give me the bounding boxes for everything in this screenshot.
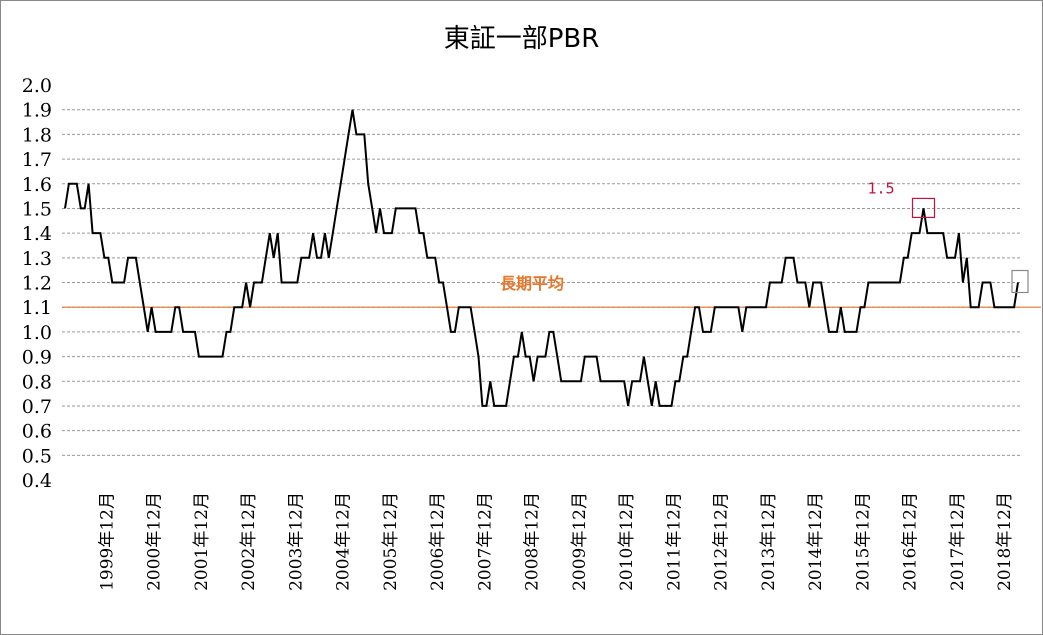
x-tick-label: 2004年12月: [334, 492, 354, 591]
x-tick-label: 2003年12月: [286, 492, 306, 591]
y-tick-label: 0.6: [22, 421, 52, 443]
x-tick-label: 2007年12月: [475, 492, 495, 591]
y-tick-label: 0.4: [22, 470, 52, 492]
x-tick-label: 2011年12月: [664, 492, 684, 591]
y-tick-label: 1.9: [22, 100, 52, 122]
x-axis-ticks: 1999年12月 2000年12月 2001年12月 2002年12月 2003年12月…: [97, 492, 1015, 591]
peak-label: 1.5: [867, 179, 894, 197]
x-tick-label: 2016年12月: [901, 492, 921, 591]
y-tick-label: 2.0: [22, 75, 52, 97]
x-tick-label: 2005年12月: [381, 492, 401, 591]
x-tick-label: 2018年12月: [995, 492, 1015, 591]
y-tick-label: 1.5: [22, 198, 52, 220]
x-tick-label: 2001年12月: [192, 492, 212, 591]
average-label: 長期平均: [500, 274, 564, 293]
x-tick-label: 2008年12月: [523, 492, 543, 591]
y-tick-label: 0.5: [22, 445, 52, 467]
x-tick-label: 2017年12月: [948, 492, 968, 591]
y-tick-label: 1.6: [22, 174, 52, 196]
y-tick-label: 1.7: [22, 149, 52, 171]
y-tick-label: 1.0: [22, 322, 52, 344]
last-value-marker: [1011, 269, 1029, 294]
x-tick-label: 2015年12月: [853, 492, 873, 591]
y-tick-label: 1.2: [22, 273, 52, 295]
y-tick-label: 1.8: [22, 124, 52, 146]
y-axis-ticks: 2.0 1.91.8 1.7 1.61.5 1.4 1.3 1.21.1 1.0 0.90.8 0…: [22, 75, 52, 492]
chart-title: 東証一部PBR: [443, 24, 600, 54]
y-tick-label: 1.3: [22, 248, 52, 270]
x-tick-label: 2012年12月: [712, 492, 732, 591]
y-tick-label: 0.8: [22, 371, 52, 393]
x-tick-label: 2013年12月: [759, 492, 779, 591]
x-tick-label: 2000年12月: [145, 492, 165, 591]
x-tick-label: 2002年12月: [239, 492, 259, 591]
x-tick-label: 1999年12月: [97, 492, 117, 591]
pbr-series-line: [64, 109, 1019, 407]
x-tick-label: 2009年12月: [570, 492, 590, 591]
x-tick-label: 2010年12月: [617, 492, 637, 591]
peak-marker: [911, 197, 936, 219]
x-tick-label: 2014年12月: [806, 492, 826, 591]
plot-area: [62, 85, 1020, 480]
x-tick-label: 2006年12月: [428, 492, 448, 591]
y-tick-label: 1.4: [22, 223, 52, 245]
y-tick-label: 1.1: [22, 297, 52, 319]
y-tick-label: 0.7: [22, 396, 52, 418]
y-tick-label: 0.9: [22, 347, 52, 369]
